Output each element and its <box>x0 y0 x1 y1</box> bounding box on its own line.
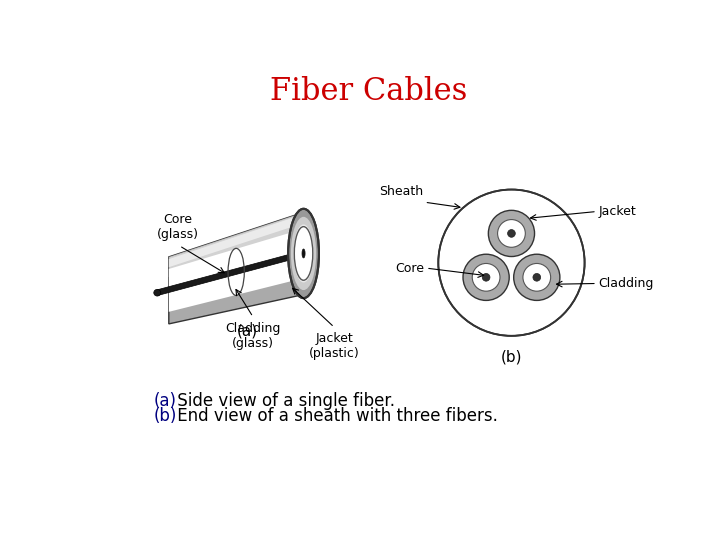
Ellipse shape <box>294 225 314 282</box>
Circle shape <box>523 264 551 291</box>
Ellipse shape <box>294 227 312 280</box>
Ellipse shape <box>154 289 161 296</box>
Polygon shape <box>157 251 304 295</box>
Text: Sheath: Sheath <box>379 185 423 198</box>
Circle shape <box>498 220 526 247</box>
Text: (a): (a) <box>153 392 176 410</box>
Circle shape <box>482 273 490 281</box>
Circle shape <box>472 264 500 291</box>
Circle shape <box>463 254 509 300</box>
Text: Core: Core <box>395 261 425 274</box>
Ellipse shape <box>291 217 316 290</box>
Ellipse shape <box>288 209 319 298</box>
Polygon shape <box>168 214 304 267</box>
Circle shape <box>533 273 541 281</box>
Text: (b): (b) <box>153 408 177 426</box>
Text: Cladding: Cladding <box>598 277 654 290</box>
Text: Jacket: Jacket <box>598 205 636 218</box>
Text: (a): (a) <box>236 323 258 338</box>
Text: End view of a sheath with three fibers.: End view of a sheath with three fibers. <box>172 408 498 426</box>
Polygon shape <box>168 212 304 324</box>
Text: Cladding
(glass): Cladding (glass) <box>225 322 281 350</box>
Circle shape <box>488 210 534 256</box>
Text: Jacket
(plastic): Jacket (plastic) <box>309 332 360 360</box>
Circle shape <box>438 190 585 336</box>
Circle shape <box>508 230 516 237</box>
Text: Core
(glass): Core (glass) <box>157 213 199 241</box>
Polygon shape <box>168 212 304 277</box>
Text: Fiber Cables: Fiber Cables <box>270 76 468 107</box>
Text: Side view of a single fiber.: Side view of a single fiber. <box>172 392 395 410</box>
Circle shape <box>513 254 560 300</box>
Text: (b): (b) <box>500 350 522 365</box>
Polygon shape <box>168 229 304 312</box>
Ellipse shape <box>302 249 305 258</box>
